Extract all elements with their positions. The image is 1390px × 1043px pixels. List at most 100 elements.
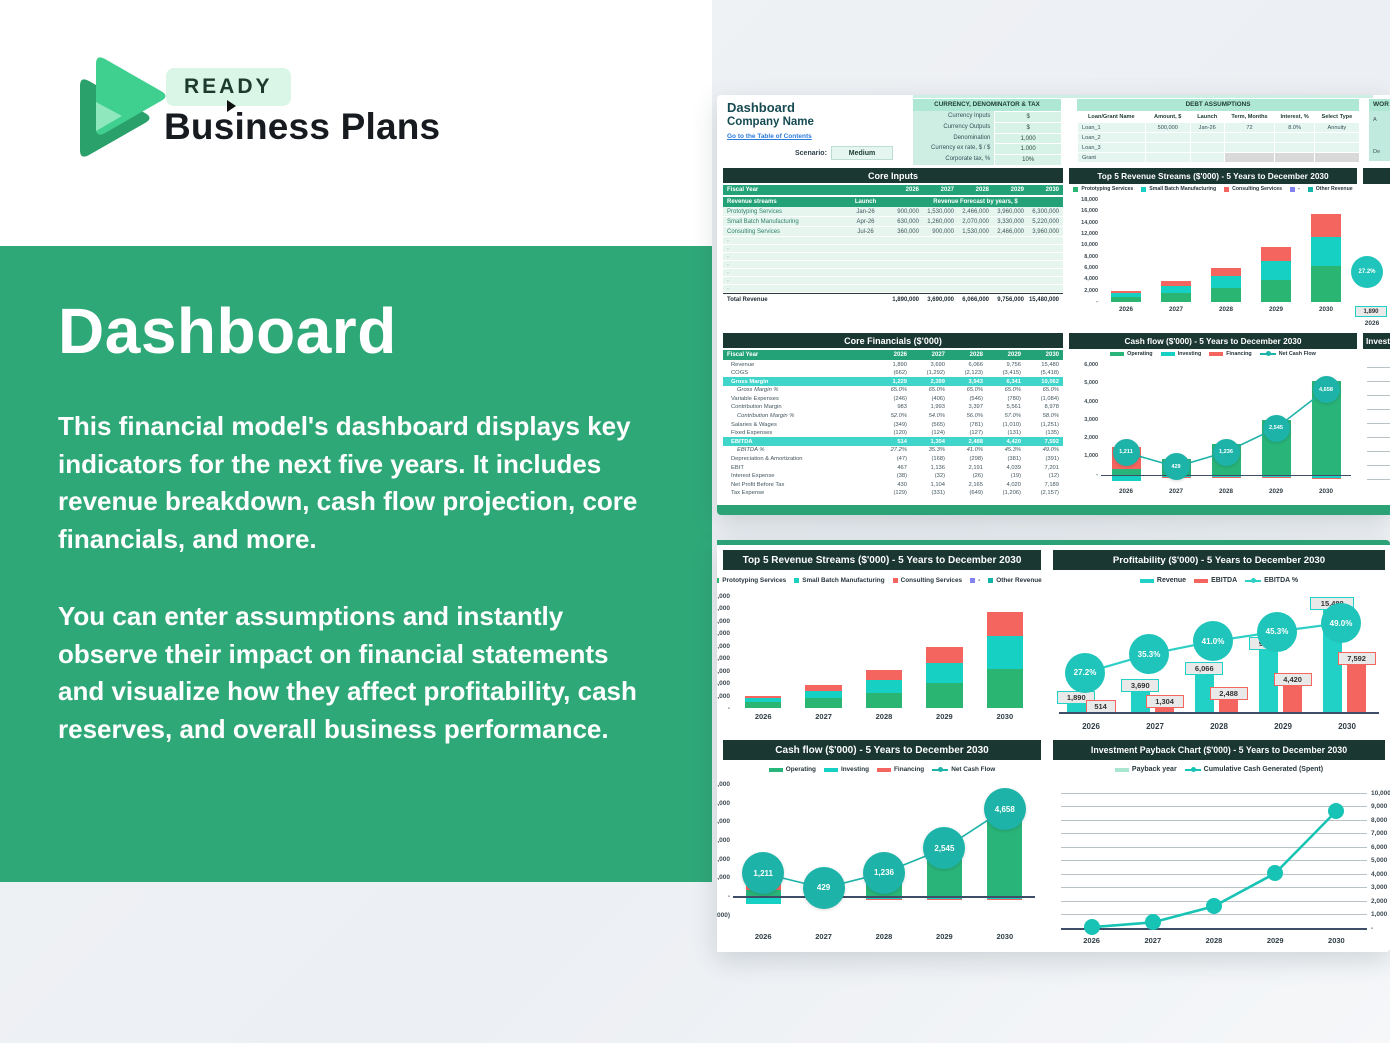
debt-cell[interactable] xyxy=(1189,132,1224,142)
debt-cell[interactable] xyxy=(1313,142,1359,152)
value-cell: (649) xyxy=(969,490,983,497)
legend-swatch xyxy=(717,578,720,583)
value-cell: (12) xyxy=(1048,473,1059,480)
value-cell[interactable]: 2,466,000 xyxy=(997,229,1024,235)
currency-row-value[interactable]: 10% xyxy=(994,154,1061,165)
value-cell[interactable]: 5,220,000 xyxy=(1032,219,1059,225)
row-label: Contribution Margin % xyxy=(737,413,795,420)
debt-cell[interactable] xyxy=(1189,152,1224,162)
debt-cell[interactable] xyxy=(1189,142,1224,152)
value-cell[interactable]: 1,530,000 xyxy=(927,209,954,215)
bar xyxy=(1194,670,1214,712)
scenario-selector[interactable]: Medium xyxy=(831,146,893,160)
debt-cell[interactable]: Loan_2 xyxy=(1077,132,1145,142)
revenue-value-label: 1,890 xyxy=(1355,306,1387,317)
bar-segment xyxy=(1161,286,1191,294)
x-axis-label: 2028 xyxy=(1210,722,1228,731)
debt-cell[interactable] xyxy=(1313,132,1359,142)
x-axis-label: 2026 xyxy=(754,712,772,721)
debt-cell[interactable]: Annuity xyxy=(1313,122,1359,132)
legend-line-swatch xyxy=(932,766,949,772)
debt-cell[interactable]: 72 xyxy=(1223,122,1275,132)
launch-cell[interactable]: Jan-26 xyxy=(856,209,875,215)
currency-row-value[interactable]: 1,000 xyxy=(994,132,1061,144)
bar-segment xyxy=(1111,293,1141,297)
legend-label: - xyxy=(1298,186,1300,192)
y-axis-tick: - xyxy=(727,893,730,900)
debt-cell[interactable]: Loan_1 xyxy=(1077,122,1145,132)
x-axis-label: 2028 xyxy=(1205,936,1223,945)
debt-box-title: DEBT ASSUMPTIONS xyxy=(1077,99,1359,111)
debt-cell[interactable]: Jan-26 xyxy=(1189,122,1224,132)
row-label: Fixed Expenses xyxy=(731,430,773,437)
value-cell: 65.0% xyxy=(1042,387,1059,394)
sheet-bottom-strip xyxy=(717,505,1390,515)
gridline xyxy=(1367,451,1390,452)
debt-cell[interactable]: 500,000 xyxy=(1144,122,1190,132)
debt-cell[interactable] xyxy=(1223,142,1275,152)
debt-cell[interactable] xyxy=(1144,142,1190,152)
legend-swatch xyxy=(1307,186,1313,192)
legend-label: Other Revenue xyxy=(1315,186,1353,192)
scenario-label: Scenario: xyxy=(795,150,827,157)
stream-name: - xyxy=(727,246,729,252)
value-cell[interactable]: 6,300,000 xyxy=(1032,209,1059,215)
launch-cell[interactable]: Jul-26 xyxy=(857,229,874,235)
y-axis-tick: 14,000 xyxy=(717,617,730,625)
debt-cell[interactable]: Loan_3 xyxy=(1077,142,1145,152)
table-row: Interest Expense (38) (32) (26) (19) (12) xyxy=(723,472,1063,481)
debt-cell[interactable] xyxy=(1274,152,1314,162)
line-point-marker xyxy=(1206,898,1222,915)
debt-cell[interactable] xyxy=(1223,152,1275,162)
x-axis-label: 2027 xyxy=(1144,936,1162,945)
debt-cell[interactable]: 8.0% xyxy=(1274,122,1314,132)
value-cell: 49.0% xyxy=(1042,447,1059,454)
currency-row-value[interactable]: 1.000 xyxy=(994,143,1061,155)
x-axis-line xyxy=(1061,928,1367,930)
value-cell: 983 xyxy=(897,404,907,411)
bar-segment xyxy=(805,685,842,691)
value-cell[interactable]: 3,960,000 xyxy=(997,209,1024,215)
legend-swatch xyxy=(1290,186,1295,192)
table-of-contents-link[interactable]: Go to the Table of Contents xyxy=(727,133,812,140)
debt-cell[interactable]: Grant xyxy=(1077,152,1145,162)
currency-row-value[interactable]: $ xyxy=(994,121,1061,133)
legend-label: Operating xyxy=(785,766,816,773)
net-cashflow-marker: 429 xyxy=(802,866,845,909)
table-row: Salaries & Wages (349) (565) (781) (1,010) (1… xyxy=(723,420,1063,429)
value-cell: (246) xyxy=(893,395,907,402)
debt-cell[interactable] xyxy=(1223,132,1275,142)
debt-cell[interactable] xyxy=(1274,142,1314,152)
debt-cell[interactable] xyxy=(1144,152,1190,162)
value-cell[interactable]: 1,260,000 xyxy=(927,219,954,225)
gridline xyxy=(1367,423,1390,424)
value-cell[interactable]: 2,070,000 xyxy=(962,219,989,225)
value-cell[interactable]: 3,330,000 xyxy=(997,219,1024,225)
value-cell[interactable]: 360,000 xyxy=(897,229,919,235)
launch-cell[interactable]: Apr-26 xyxy=(856,219,875,225)
value-cell: (331) xyxy=(931,490,945,497)
value-cell[interactable]: 1,530,000 xyxy=(962,229,989,235)
legend-label: Revenue xyxy=(1156,577,1187,584)
value-cell[interactable]: 630,000 xyxy=(897,219,919,225)
row-label: Revenue xyxy=(731,361,755,368)
value-cell[interactable]: 2,466,000 xyxy=(962,209,989,215)
hero-panel: Dashboard This financial model's dashboa… xyxy=(0,246,712,882)
currency-row-value[interactable]: $ xyxy=(994,111,1061,122)
ebitda-value-label: 7,592 xyxy=(1337,651,1376,665)
currency-row-label: Denomination xyxy=(953,134,991,141)
value-cell[interactable]: 900,000 xyxy=(932,229,954,235)
y-axis-tick: 2,000 xyxy=(1084,435,1098,442)
stream-name: - xyxy=(727,254,729,260)
dashboard-screenshot-bottom: Top 5 Revenue Streams ($'000) - 5 Years … xyxy=(717,540,1390,952)
debt-cell[interactable] xyxy=(1274,132,1314,142)
debt-cell[interactable] xyxy=(1313,152,1359,162)
value-cell[interactable]: 3,960,000 xyxy=(1032,229,1059,235)
hero-paragraph-1: This financial model's dashboard display… xyxy=(58,411,638,555)
debt-cell[interactable] xyxy=(1144,132,1190,142)
value-cell: (131) xyxy=(1007,430,1021,437)
debt-header-cell: Amount, $ xyxy=(1144,111,1190,122)
y-axis-tick: 5,000 xyxy=(717,799,730,807)
value-cell[interactable]: 900,000 xyxy=(897,209,919,215)
value-cell: (1,292) xyxy=(926,370,945,377)
